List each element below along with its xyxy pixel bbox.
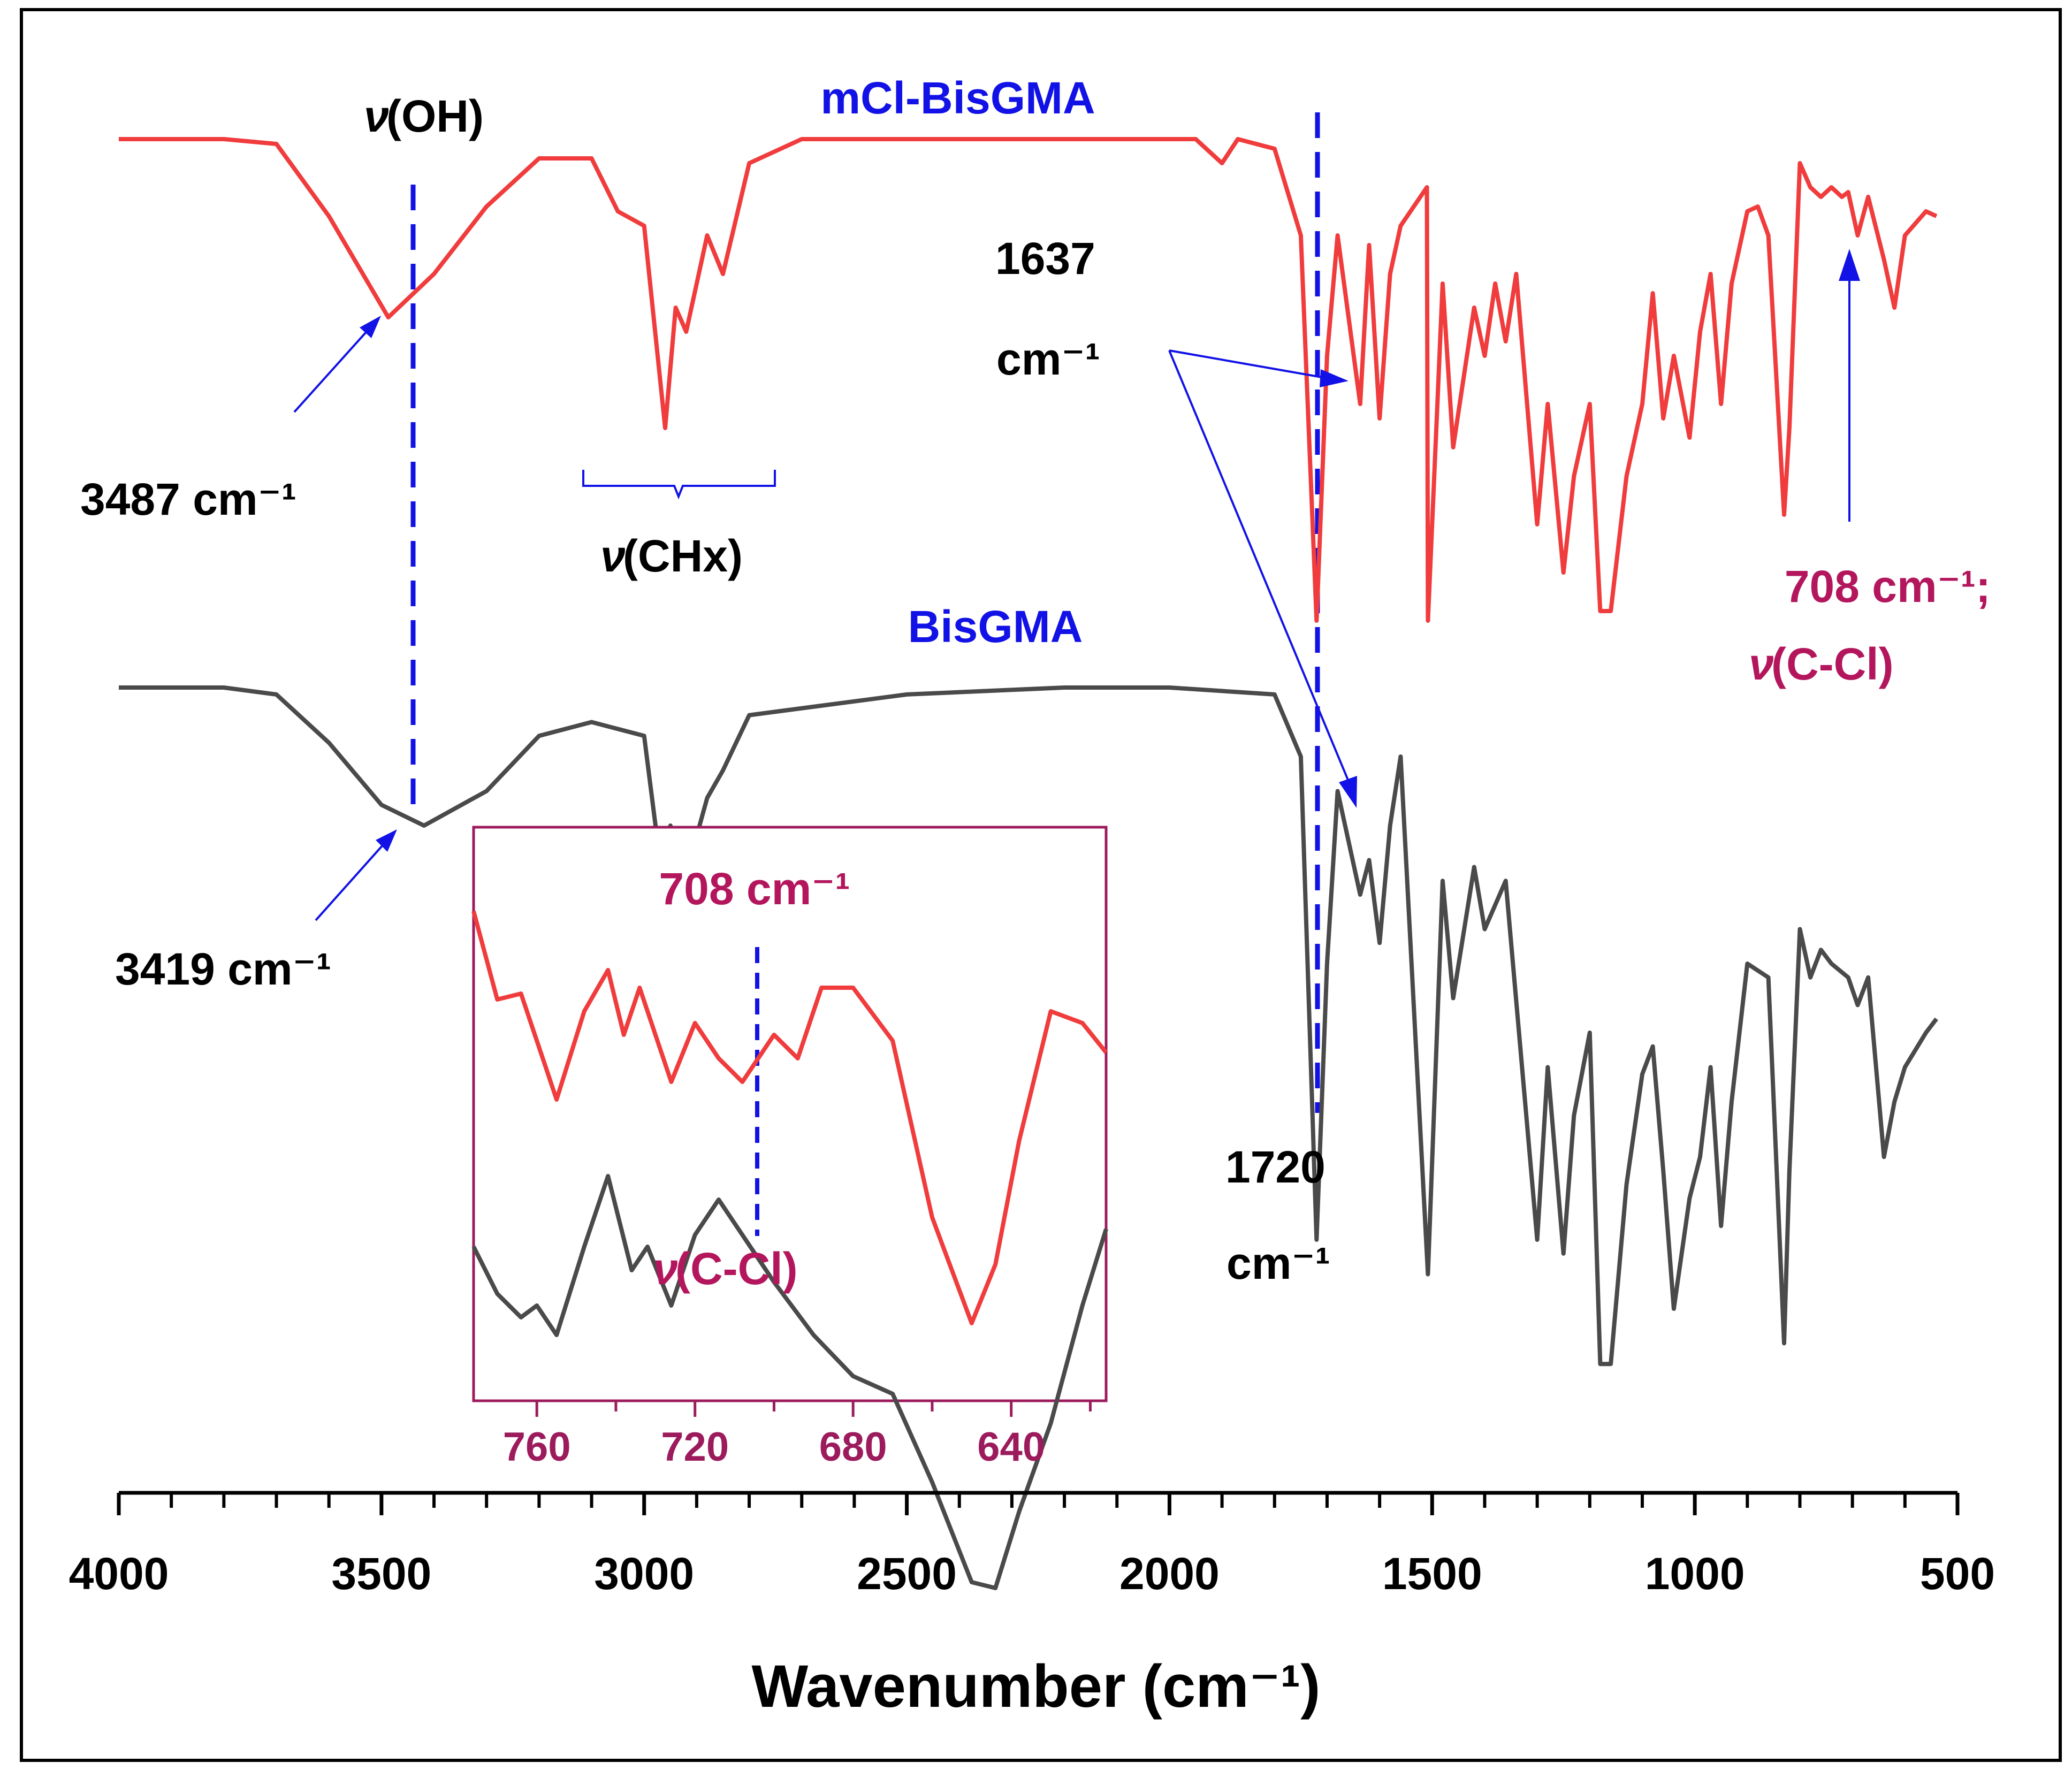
- peak-label-1720-number: 1720: [1225, 1142, 1326, 1192]
- chx-brace: [582, 470, 776, 500]
- arrow-1637-red-line: [1169, 349, 1322, 378]
- x-tick-label: 3500: [331, 1548, 431, 1599]
- oh-label: (OH): [386, 91, 484, 141]
- inset-x-ticks: 760 720 680 640: [503, 1401, 1092, 1470]
- x-tick-label: 3000: [594, 1548, 694, 1599]
- ccl-label: (C-Cl): [1771, 639, 1894, 689]
- inset-frame: [472, 826, 1108, 1402]
- arrow-1637-gray-line: [1168, 350, 1350, 782]
- ccl-nu-symbol: ν: [1749, 639, 1774, 689]
- inset-tick-label: 680: [819, 1424, 887, 1470]
- arrow-708-head: [1839, 249, 1860, 281]
- inset-tick-label: 640: [977, 1424, 1045, 1470]
- bisgma-label: BisGMA: [908, 601, 1083, 652]
- arrow-3487-head: [360, 316, 381, 338]
- inset-nu-symbol: ν: [653, 1243, 678, 1294]
- inset-tick-label: 760: [503, 1424, 571, 1470]
- peak-label-3487: 3487 cm⁻¹: [80, 474, 296, 524]
- figure-frame: [20, 8, 2062, 1762]
- inset-tick-label: 720: [661, 1424, 729, 1470]
- x-tick-label: 1000: [1645, 1548, 1745, 1599]
- inset-plot: 708 cm⁻¹ ν (C-Cl) 760 720 680 640: [471, 826, 1108, 1590]
- x-tick-label: 2000: [1119, 1548, 1220, 1599]
- arrow-3487-line: [293, 326, 371, 413]
- peak-label-1637-unit: cm⁻¹: [996, 334, 1100, 384]
- arrow-1637-gray-head: [1339, 776, 1357, 808]
- mcl-bisgma-spectrum: [119, 137, 1938, 623]
- peak-label-3419: 3419 cm⁻¹: [115, 944, 331, 994]
- inset-guide-label: (C-Cl): [675, 1243, 798, 1294]
- peak-label-1637-number: 1637: [995, 233, 1095, 284]
- mcl-bisgma-label: mCl-BisGMA: [820, 73, 1095, 123]
- oh-nu-symbol: ν: [364, 91, 389, 141]
- peak-label-1720-unit: cm⁻¹: [1227, 1238, 1330, 1288]
- peak-label-708: 708 cm⁻¹;: [1785, 561, 1991, 612]
- arrow-3419-head: [376, 829, 397, 852]
- x-axis-title: Wavenumber (cm⁻¹): [751, 1653, 1320, 1720]
- chx-nu-symbol: ν: [600, 531, 626, 581]
- x-tick-label: 4000: [69, 1548, 169, 1599]
- x-tick-label: 1500: [1382, 1548, 1482, 1599]
- arrow-1637-red-head: [1320, 369, 1349, 387]
- inset-mcl-bisgma-spectrum: [471, 910, 1108, 1325]
- chx-label: (CHx): [623, 531, 743, 581]
- x-tick-label: 500: [1920, 1548, 1995, 1599]
- x-axis-ticks: 4000 3500 3000 2500 2000 1500 1000 500: [69, 1493, 1995, 1599]
- inset-bisgma-spectrum: [471, 1174, 1108, 1590]
- x-tick-label: 2500: [857, 1548, 957, 1599]
- inset-title: 708 cm⁻¹: [659, 864, 850, 914]
- arrow-3419-line: [315, 840, 387, 921]
